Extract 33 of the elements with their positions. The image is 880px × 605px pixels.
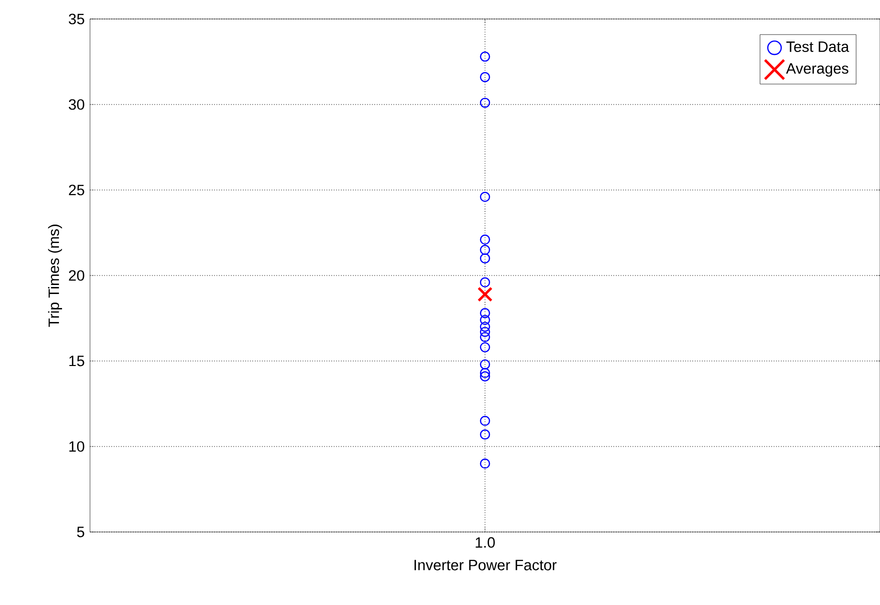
point (480, 359, 490, 370)
point (480, 342, 490, 352)
y-tick-label: 15 (69, 356, 84, 366)
y-tick-label: 25 (68, 184, 84, 196)
point (480, 416, 490, 426)
point (480, 277, 490, 288)
point (480, 192, 490, 202)
x-axis-title: Inverter Power Factor (414, 560, 557, 570)
point (480, 98, 490, 108)
point (480, 234, 490, 245)
y-axis-title: Trip Times (ms) (48, 224, 62, 327)
point (480, 52, 490, 62)
y-tick-label: 35 (68, 14, 84, 24)
point (480, 371, 490, 382)
point (480, 458, 490, 469)
point (480, 314, 490, 326)
point (480, 322, 490, 332)
x-tick-label: 1.0 (476, 537, 495, 548)
legend-label: Averages (786, 63, 848, 77)
point (480, 429, 490, 440)
y-tick-label: 30 (68, 99, 84, 110)
y-tick-label: 10 (69, 441, 84, 452)
point (480, 308, 490, 318)
y-tick-label: 5 (77, 526, 84, 538)
y-tick-label: 20 (68, 270, 84, 281)
point (480, 368, 490, 378)
point (480, 244, 490, 255)
point (477, 286, 493, 302)
point (480, 326, 490, 337)
point (480, 332, 490, 342)
point (480, 72, 490, 82)
legend-label: Test Data (786, 42, 850, 52)
point (480, 253, 490, 264)
